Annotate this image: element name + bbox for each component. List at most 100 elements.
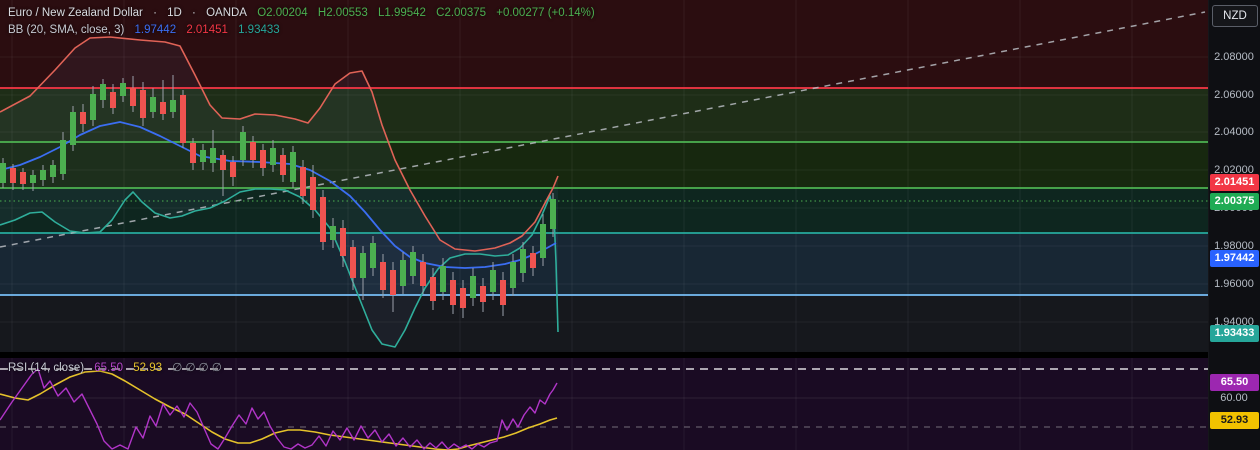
candle-body	[130, 88, 136, 106]
rsi-indicator-label[interactable]: RSI (14, close)	[8, 362, 85, 374]
axis-price-label: 2.08000	[1214, 51, 1254, 63]
candle-body	[170, 100, 176, 112]
price-axis[interactable]: NZD 2.080002.060002.040002.020002.000001…	[1208, 0, 1260, 450]
currency-toggle-button[interactable]: NZD	[1212, 5, 1258, 27]
candle-body	[10, 168, 16, 183]
candle-body	[410, 252, 416, 276]
bb-upper-price-badge: 2.01451	[1210, 173, 1259, 191]
candle-body	[320, 197, 326, 242]
candle-body	[180, 95, 186, 143]
candle-body	[270, 148, 276, 165]
pane-separator[interactable]	[0, 352, 1208, 358]
separator-dot: ·	[192, 7, 196, 19]
candle-body	[80, 112, 86, 124]
candle-body	[0, 163, 6, 183]
candle-body	[250, 142, 256, 160]
candle-body	[540, 224, 546, 258]
candle-body	[150, 97, 156, 112]
exchange-label: OANDA	[206, 7, 247, 19]
background-zone	[0, 295, 1208, 352]
candle-body	[210, 148, 216, 163]
candle-body	[340, 228, 346, 256]
candle-body	[460, 288, 466, 308]
background-zone	[0, 233, 1208, 295]
rsi-legend-row[interactable]: RSI (14, close) 65.50 52.93 ∅ ∅ ∅ ∅	[8, 360, 229, 374]
bb-basis-price-badge: 1.97442	[1210, 249, 1259, 267]
candle-body	[420, 262, 426, 286]
candle-body	[430, 277, 436, 301]
candle-body	[300, 167, 306, 196]
bb-legend-row[interactable]: BB (20, SMA, close, 3) 1.97442 2.01451 1…	[8, 22, 602, 38]
close-value: C2.00375	[436, 7, 487, 19]
symbol-title[interactable]: Euro / New Zealand Dollar	[8, 7, 143, 19]
chart-canvas[interactable]	[0, 0, 1208, 450]
candle-body	[380, 262, 386, 290]
axis-price-label: 60.00	[1220, 392, 1248, 404]
candle-body	[50, 165, 56, 177]
background-zone	[0, 88, 1208, 142]
candle-body	[480, 286, 486, 302]
candle-body	[140, 90, 146, 118]
candle-body	[30, 175, 36, 183]
candle-body	[550, 199, 556, 229]
bb-lower-band-line	[0, 188, 559, 348]
chart-area	[0, 0, 1208, 450]
separator-dot: ·	[153, 7, 157, 19]
rsi-value: 65.50	[94, 362, 124, 374]
axis-price-label: 1.96000	[1214, 278, 1254, 290]
candle-body	[500, 280, 506, 305]
axis-price-label: 2.04000	[1214, 126, 1254, 138]
bb-lower-price-badge: 1.93433	[1210, 324, 1259, 342]
rsi-ma-line	[0, 370, 558, 450]
candle-body	[350, 247, 356, 278]
candle-body	[510, 262, 516, 288]
candle-body	[290, 152, 296, 182]
bb-upper-band-line	[0, 36, 559, 252]
candle-body	[20, 172, 26, 184]
candle-body	[40, 170, 46, 180]
bb-indicator-label[interactable]: BB (20, SMA, close, 3)	[8, 24, 125, 36]
background-zone	[0, 142, 1208, 188]
candle-body	[160, 102, 166, 114]
symbol-legend-row[interactable]: Euro / New Zealand Dollar · 1D · OANDA O…	[8, 5, 602, 21]
candle-body	[120, 83, 126, 96]
bb-fill	[0, 37, 558, 347]
bb-upper-value: 2.01451	[186, 24, 228, 36]
candle-body	[60, 140, 66, 174]
candle-body	[530, 253, 536, 268]
candle-body	[70, 112, 76, 145]
interval-label[interactable]: 1D	[167, 7, 182, 19]
candle-body	[330, 226, 336, 240]
candle-body	[260, 150, 266, 168]
axis-price-label: 1.98000	[1214, 240, 1254, 252]
background-zone	[0, 0, 1208, 88]
rsi-line	[0, 368, 558, 450]
trendline[interactable]	[0, 11, 1206, 248]
low-value: L1.99542	[377, 7, 426, 19]
legend: Euro / New Zealand Dollar · 1D · OANDA O…	[8, 5, 602, 39]
candle-body	[440, 266, 446, 292]
bb-lower-value: 1.93433	[238, 24, 280, 36]
candle-body	[400, 260, 406, 286]
candle-body	[190, 143, 196, 163]
rsi-value-badge: 65.50	[1210, 373, 1259, 391]
candle-body	[100, 84, 106, 100]
candle-body	[110, 92, 116, 108]
background-zone	[0, 358, 1208, 450]
candle-body	[90, 94, 96, 120]
candle-body	[240, 132, 246, 160]
bb-basis-line	[0, 121, 557, 269]
open-value: O2.00204	[257, 7, 308, 19]
candle-body	[280, 155, 286, 175]
axis-price-label: 2.06000	[1214, 89, 1254, 101]
candle-body	[360, 253, 366, 278]
rsi-ma-value-badge: 52.93	[1210, 411, 1259, 429]
axis-price-label: 2.02000	[1214, 164, 1254, 176]
last-price-badge: 2.00375	[1210, 192, 1259, 210]
candle-body	[370, 243, 376, 268]
candle-body	[490, 270, 496, 292]
candle-body	[220, 155, 226, 170]
rsi-empty-values: ∅ ∅ ∅ ∅	[172, 362, 222, 374]
high-value: H2.00553	[317, 7, 368, 19]
